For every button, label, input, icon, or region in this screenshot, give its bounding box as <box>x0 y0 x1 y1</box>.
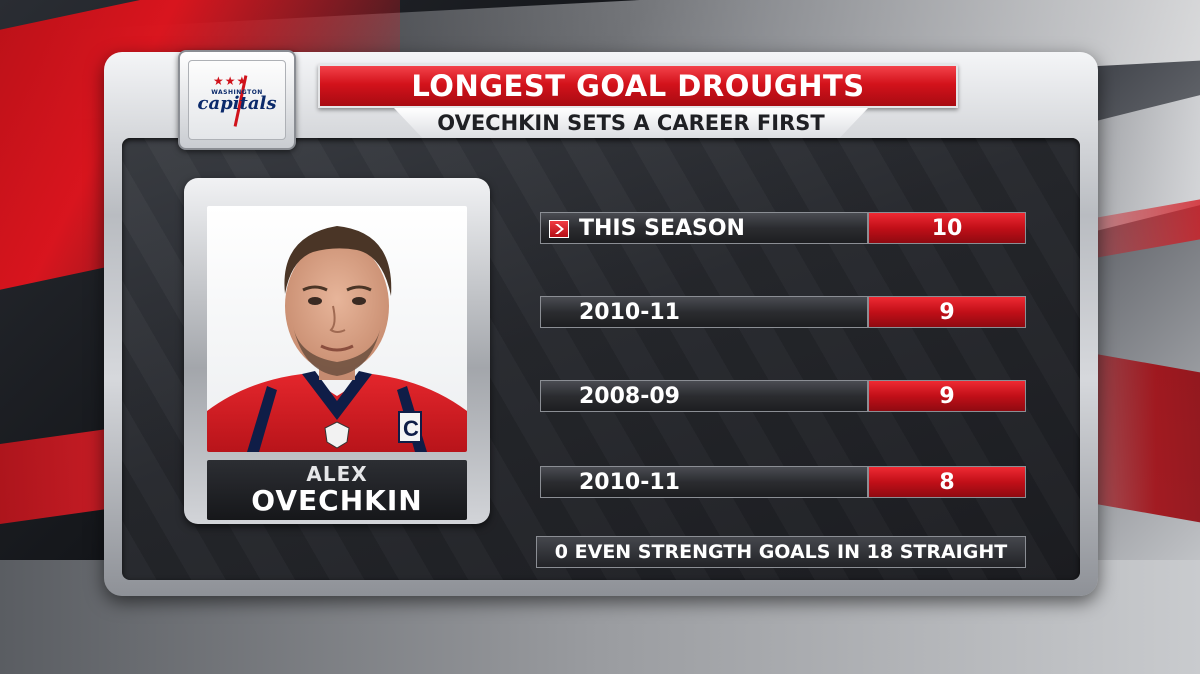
stars-icon: ★★★ <box>213 74 249 88</box>
row-label-box: 2008-09 <box>540 380 868 412</box>
row-label: 2010-11 <box>579 300 680 325</box>
row-label-box: 2010-11 <box>540 466 868 498</box>
title-bar: LONGEST GOAL DROUGHTS <box>318 64 958 108</box>
footnote: 0 EVEN STRENGTH GOALS IN 18 STRAIGHT <box>554 541 1008 563</box>
page-subtitle: OVECHKIN SETS A CAREER FIRST <box>437 111 825 135</box>
chevron-right-icon <box>549 220 569 238</box>
drought-row: 2008-09 9 <box>540 380 1026 412</box>
drought-row: THIS SEASON 10 <box>540 212 1026 244</box>
capitals-logo-icon: ★★★ WASHINGTON capitals <box>188 60 286 140</box>
logo-city: WASHINGTON <box>211 89 263 96</box>
logo-wordmark: capitals <box>197 93 277 114</box>
footnote-bar: 0 EVEN STRENGTH GOALS IN 18 STRAIGHT <box>536 536 1026 568</box>
player-name-plate: ALEX OVECHKIN <box>207 460 467 520</box>
row-value-box: 10 <box>868 212 1026 244</box>
team-logo: ★★★ WASHINGTON capitals <box>178 50 296 150</box>
page-title: LONGEST GOAL DROUGHTS <box>411 69 865 103</box>
row-label: THIS SEASON <box>579 216 745 241</box>
row-value-box: 9 <box>868 380 1026 412</box>
drought-row: 2010-11 9 <box>540 296 1026 328</box>
player-headshot-icon: C <box>207 206 467 452</box>
row-value: 10 <box>931 216 963 241</box>
row-value: 9 <box>939 384 955 409</box>
row-label: 2010-11 <box>579 470 680 495</box>
svg-text:C: C <box>403 416 419 441</box>
player-photo: C <box>207 226 467 452</box>
row-value: 8 <box>939 470 955 495</box>
row-label-box: 2010-11 <box>540 296 868 328</box>
subtitle-bar: OVECHKIN SETS A CAREER FIRST <box>394 108 868 138</box>
drought-row: 2010-11 8 <box>540 466 1026 498</box>
row-value-box: 8 <box>868 466 1026 498</box>
player-last-name: OVECHKIN <box>251 484 423 517</box>
player-first-name: ALEX <box>306 462 368 486</box>
row-label: 2008-09 <box>579 384 680 409</box>
row-value: 9 <box>939 300 955 325</box>
row-value-box: 9 <box>868 296 1026 328</box>
row-label-box: THIS SEASON <box>540 212 868 244</box>
